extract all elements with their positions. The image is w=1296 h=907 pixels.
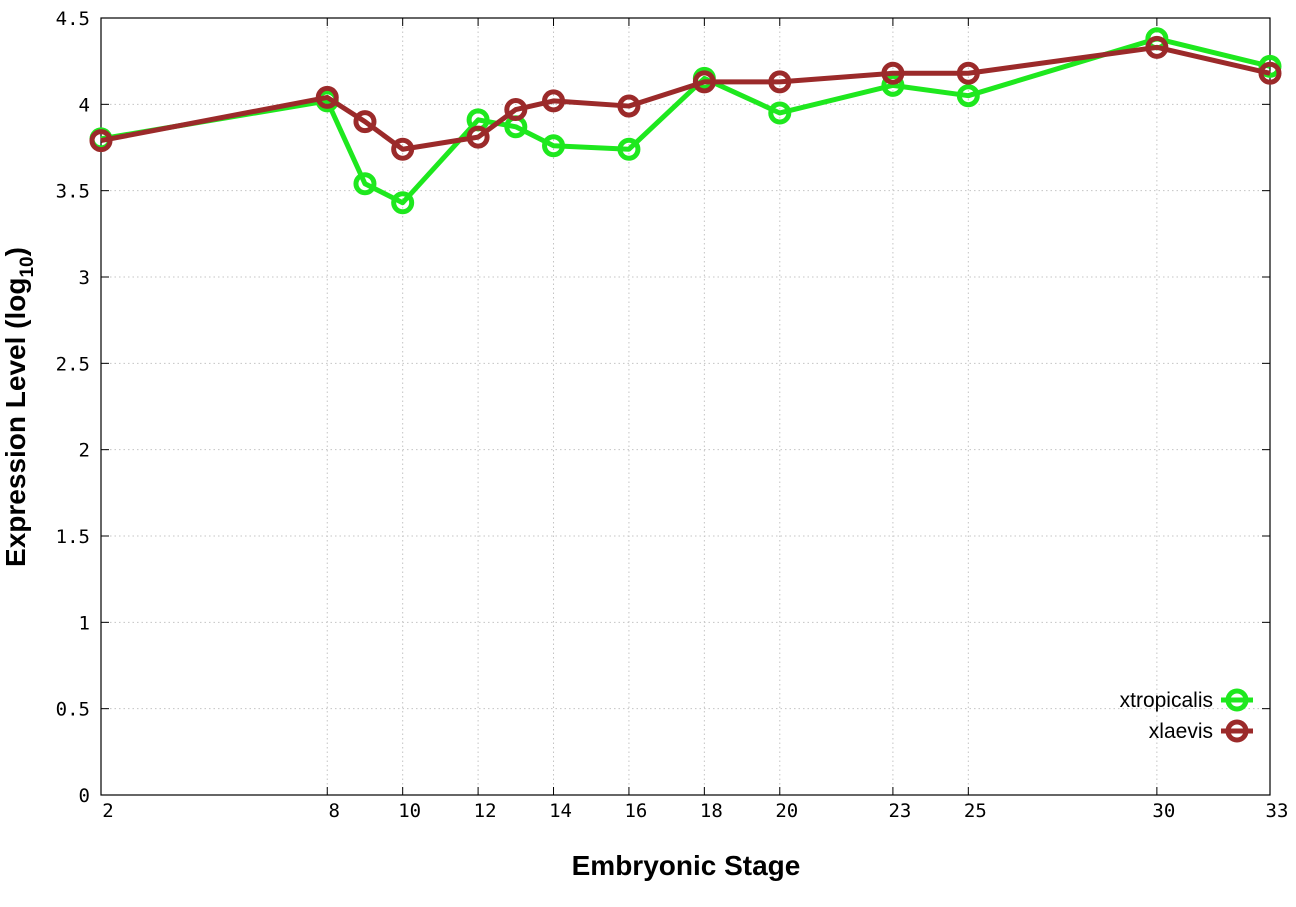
data-point-xlaevis [956, 61, 980, 85]
data-point-xtropicalis [956, 84, 980, 108]
data-point-xlaevis [1145, 35, 1169, 59]
x-tick-label: 12 [474, 800, 497, 822]
data-point-xlaevis [391, 137, 415, 161]
data-point-xlaevis [315, 85, 339, 109]
data-point-xlaevis [89, 129, 113, 153]
x-axis-title: Embryonic Stage [572, 850, 801, 881]
plot-frame [100, 17, 1271, 796]
x-tick-label: 30 [1152, 800, 1175, 822]
x-tick-label: 8 [329, 800, 340, 822]
x-tick-label: 23 [888, 800, 911, 822]
y-tick-label: 2 [79, 440, 90, 462]
data-point-xlaevis [881, 61, 905, 85]
y-tick-label: 1 [79, 612, 90, 634]
data-point-xlaevis [617, 94, 641, 118]
axis-ticks: 0 0.5 1 1.5 2 2.5 3 3.5 4 4.5 2 8 10 12 14 16 18 20 23 25 30… [56, 8, 1289, 822]
x-tick-label: 10 [398, 800, 421, 822]
data-point-xlaevis [542, 89, 566, 113]
x-tick-label: 2 [102, 800, 113, 822]
data-point-xtropicalis [617, 137, 641, 161]
y-tick-label: 4.5 [56, 8, 90, 30]
y-axis-title: Expression Level (log10) [0, 247, 38, 567]
legend-marker-xlaevis [1225, 719, 1249, 743]
y-tick-label: 3 [79, 267, 90, 289]
series-line-xtropicalis [100, 36, 1271, 206]
data-point-xtropicalis [353, 172, 377, 196]
y-axis-title-main: Expression Level (log [0, 278, 31, 567]
x-tick-label: 18 [700, 800, 723, 822]
y-tick-label: 3.5 [56, 181, 90, 203]
data-point-xlaevis [768, 70, 792, 94]
y-axis-title-close: ) [0, 247, 31, 256]
y-tick-label: 0.5 [56, 699, 90, 721]
x-tick-label: 33 [1266, 800, 1289, 822]
x-tick-label: 16 [624, 800, 647, 822]
x-tick-label: 14 [549, 800, 572, 822]
data-point-xtropicalis [391, 191, 415, 215]
y-tick-label: 2.5 [56, 353, 90, 375]
data-point-xlaevis [692, 70, 716, 94]
data-point-xtropicalis [768, 101, 792, 125]
data-point-xlaevis [353, 110, 377, 134]
series-layer [89, 27, 1282, 215]
data-point-xlaevis [504, 98, 528, 122]
legend-label-xtropicalis: xtropicalis [1120, 689, 1213, 712]
y-axis-title-subscript: 10 [17, 256, 38, 277]
grid [100, 17, 1271, 796]
y-tick-label: 1.5 [56, 526, 90, 548]
y-tick-label: 0 [79, 785, 90, 807]
y-tick-label: 4 [79, 94, 90, 116]
data-point-xlaevis [1258, 61, 1282, 85]
data-point-xlaevis [466, 125, 490, 149]
legend-marker-xtropicalis [1225, 688, 1249, 712]
data-point-xtropicalis [881, 73, 905, 97]
legend-label-xlaevis: xlaevis [1149, 720, 1213, 743]
x-tick-label: 25 [964, 800, 987, 822]
data-point-xtropicalis [542, 134, 566, 158]
x-tick-label: 20 [775, 800, 798, 822]
legend: xtropicalis xlaevis [1120, 688, 1253, 743]
